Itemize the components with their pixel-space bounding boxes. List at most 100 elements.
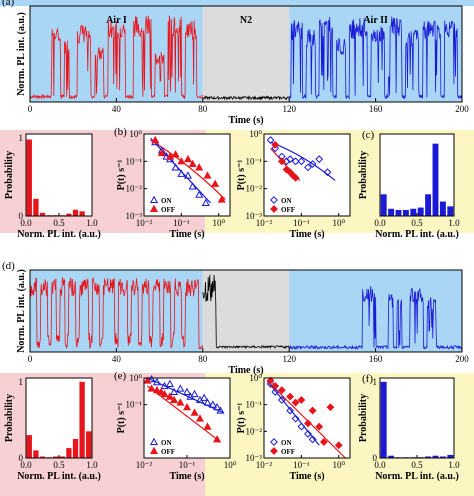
y-tick-label: 10⁰ — [129, 373, 142, 383]
data-point — [208, 400, 217, 408]
data-point — [170, 387, 179, 396]
data-point — [270, 438, 278, 446]
data-point — [190, 389, 199, 398]
x-tick-label: 10⁻¹ — [173, 218, 190, 228]
data-point — [216, 406, 225, 414]
bar — [447, 454, 454, 458]
y-axis-label: Probability — [358, 394, 369, 442]
trace-red — [29, 276, 204, 350]
region-bg — [202, 6, 290, 102]
x-tick-label: 0.5 — [411, 460, 423, 470]
legend-entry: OFF — [281, 448, 295, 456]
data-point — [266, 136, 275, 144]
bar — [425, 194, 432, 216]
data-point — [270, 205, 278, 213]
y-tick-label: 10⁻³ — [246, 211, 263, 221]
data-point — [188, 159, 197, 168]
data-point — [315, 155, 324, 164]
panel-label: (d) — [2, 260, 15, 272]
bar — [417, 207, 424, 216]
data-point — [270, 447, 278, 455]
bar — [447, 206, 454, 216]
region-bg — [202, 270, 290, 352]
trace-black — [202, 95, 290, 101]
trace-black — [202, 274, 290, 350]
y-tick-label: 1 — [373, 377, 378, 387]
data-point — [203, 398, 212, 406]
bar — [39, 212, 46, 216]
data-point — [217, 195, 226, 203]
data-point — [160, 381, 169, 390]
x-axis-label: Time (s) — [169, 229, 204, 240]
data-point — [326, 403, 335, 412]
data-point — [266, 376, 275, 385]
y-tick-label: 1 — [19, 133, 24, 143]
region-label: Air I — [106, 15, 127, 26]
panel-label: (a) — [2, 0, 15, 8]
data-point — [271, 388, 280, 396]
data-point — [143, 376, 152, 384]
x-tick-label: 120 — [282, 354, 296, 364]
data-point — [277, 157, 286, 166]
x-tick-label: 0 — [28, 354, 33, 364]
data-point — [277, 396, 286, 404]
data-point — [182, 403, 192, 411]
plot-frame — [263, 133, 351, 217]
data-point — [304, 419, 312, 428]
data-point — [213, 435, 222, 443]
data-point — [201, 198, 210, 207]
x-tick-label: 40 — [112, 104, 122, 114]
x-tick-label: 0.0 — [374, 460, 386, 470]
x-tick-label: 10⁰ — [212, 218, 225, 228]
y-tick-label: 10⁰ — [129, 129, 142, 139]
bar — [432, 143, 439, 216]
data-point — [211, 179, 220, 187]
legend-entry: OFF — [281, 206, 295, 214]
bar — [380, 194, 387, 216]
x-tick-label: 10⁰ — [332, 218, 345, 228]
bg-strip-top — [0, 0, 474, 6]
x-axis-label: Time (s) — [228, 365, 263, 376]
plot-bg — [380, 378, 454, 458]
y-tick-label: 10⁰ — [249, 129, 262, 139]
data-point — [291, 173, 300, 182]
y-axis-label: Norm. PL int. (a.u.) — [16, 12, 27, 96]
bar — [79, 211, 85, 216]
bar — [59, 456, 65, 458]
data-point — [149, 204, 159, 213]
data-point — [319, 438, 328, 446]
data-point — [190, 408, 199, 416]
y-axis-label: P(t) s⁻¹ — [116, 403, 127, 434]
bar — [439, 456, 446, 458]
panel-b_hist: 0.0 0.5 1.0 0 1 Norm. PL int. (a.u.) Probabili… — [4, 133, 101, 240]
x-tick-label: 10⁰ — [332, 460, 345, 470]
y-tick-label: 10⁰ — [249, 373, 262, 383]
data-point — [271, 382, 280, 390]
bar — [425, 456, 432, 458]
data-point — [308, 406, 317, 415]
data-point — [188, 182, 197, 190]
legend-entry: ON — [161, 439, 172, 447]
plot-frame — [29, 269, 463, 353]
y-axis-label: Probability — [4, 151, 15, 199]
data-point — [286, 392, 295, 401]
bar — [26, 435, 32, 458]
data-point — [297, 422, 306, 431]
legend-entry: OFF — [161, 206, 175, 214]
x-axis-label: Time (s) — [228, 115, 263, 126]
x-tick-label: 0.5 — [53, 460, 65, 470]
x-axis-label: Norm. PL int. (a.u.) — [17, 229, 101, 240]
region-label: N2 — [240, 15, 252, 26]
bar — [72, 209, 79, 216]
trace-blue — [288, 286, 463, 351]
y-axis-label: Probability — [4, 394, 15, 442]
bar — [402, 209, 409, 216]
data-point — [160, 389, 169, 398]
x-tick-label: 10⁻¹ — [293, 218, 310, 228]
x-tick-label: 200 — [455, 104, 469, 114]
x-tick-label: 10⁰ — [224, 460, 237, 470]
data-point — [203, 171, 212, 179]
